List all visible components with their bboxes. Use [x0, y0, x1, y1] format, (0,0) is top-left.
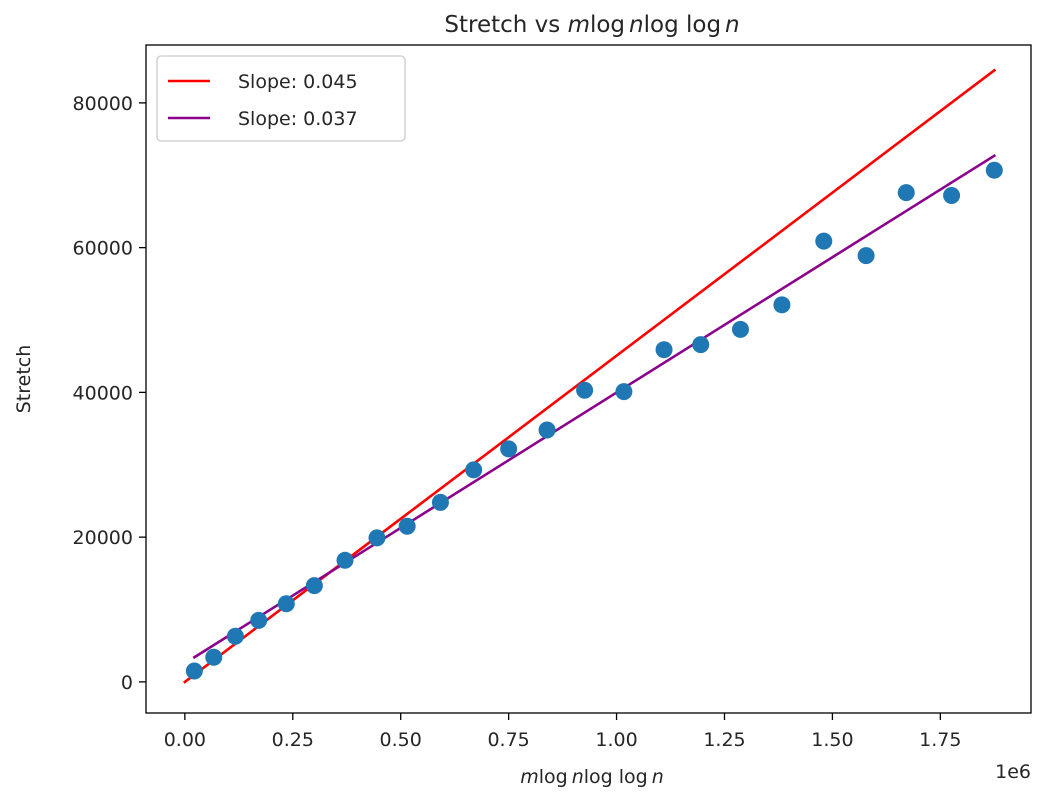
y-tick-label: 0 [121, 672, 133, 694]
data-point [226, 627, 244, 645]
x-tick-label: 1.00 [595, 729, 637, 751]
x-tick-label: 0.25 [272, 729, 314, 751]
data-point [250, 611, 268, 629]
data-point [431, 493, 449, 511]
x-tick-label: 1.50 [811, 729, 853, 751]
y-tick-label: 40000 [73, 382, 133, 404]
data-point [815, 232, 833, 250]
data-point [538, 421, 556, 439]
x-tick-label: 1.75 [919, 729, 961, 751]
data-point [857, 247, 875, 265]
y-tick-label: 80000 [73, 93, 133, 115]
x-tick-label: 0.75 [487, 729, 529, 751]
data-point [731, 320, 749, 338]
data-point [692, 336, 710, 354]
y-tick-label: 60000 [73, 238, 133, 260]
x-axis-label: mlog nlog log n [520, 766, 664, 788]
plot-data [183, 68, 1003, 684]
legend-label-slope-0-045: Slope: 0.045 [238, 71, 358, 93]
x-offset-label: 1e6 [995, 761, 1031, 783]
data-point [615, 383, 633, 401]
data-point [185, 662, 203, 680]
x-tick-label: 0.00 [164, 729, 206, 751]
data-point [277, 595, 295, 613]
data-point [336, 551, 354, 569]
fit-line-slope-0-037 [192, 153, 997, 660]
data-point [897, 184, 915, 202]
data-point [205, 648, 223, 666]
y-tick-label: 20000 [73, 527, 133, 549]
axes-frame [145, 44, 1032, 714]
legend-box [156, 55, 406, 142]
data-point [500, 440, 518, 458]
data-point [576, 381, 594, 399]
legend: Slope: 0.045 Slope: 0.037 [156, 55, 406, 142]
legend-label-slope-0-037: Slope: 0.037 [238, 108, 358, 130]
y-axis-label: Stretch [13, 345, 35, 414]
x-tick-label: 1.25 [703, 729, 745, 751]
chart-title: Stretch vs mlog nlog log n [444, 12, 739, 38]
data-point [943, 187, 961, 205]
data-point [985, 161, 1003, 179]
data-point [398, 517, 416, 535]
data-point [305, 577, 323, 595]
data-point [368, 529, 386, 547]
y-axis-ticks: 0 20000 40000 60000 80000 [73, 93, 146, 694]
data-point [773, 296, 791, 314]
x-axis-ticks: 0.00 0.25 0.50 0.75 1.00 1.25 1.50 1.75 [164, 713, 961, 751]
x-tick-label: 0.50 [380, 729, 422, 751]
data-point [655, 341, 673, 359]
data-point [465, 461, 483, 479]
